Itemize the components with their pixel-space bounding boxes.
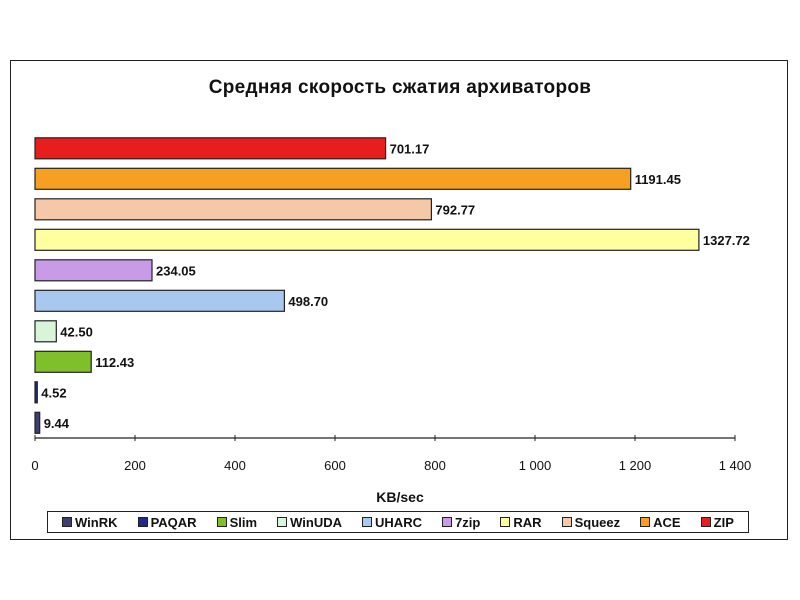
x-tick-label: 1 400 <box>719 458 752 473</box>
legend-item-slim: Slim <box>216 514 258 530</box>
legend-item-uharc: UHARC <box>362 515 422 530</box>
bar-value-label-zip: 701.17 <box>390 141 430 156</box>
legend-item-rar: RAR <box>500 514 542 530</box>
bar-value-label-slim: 112.43 <box>95 355 134 370</box>
bar-value-label-uharc: 498.70 <box>288 294 328 309</box>
legend-swatch <box>216 517 227 527</box>
bar-value-label-rar: 1327.72 <box>703 233 750 248</box>
x-tick-label: 400 <box>224 458 246 473</box>
legend-item-winuda: WinUDA <box>277 515 342 530</box>
legend-item-squeez: Squeez <box>561 514 621 530</box>
x-tick-label: 200 <box>124 458 146 473</box>
bar-7zip <box>34 259 153 282</box>
legend-swatch <box>640 517 651 527</box>
legend-label: PAQAR <box>150 514 197 530</box>
legend-item-zip: ZIP <box>700 514 734 530</box>
bar-value-label-7zip: 234.05 <box>156 263 196 278</box>
legend-label: WinRK <box>75 514 118 530</box>
bar-value-label-ace: 1191.45 <box>635 172 681 187</box>
bar-value-label-winuda: 42.50 <box>60 324 93 339</box>
x-tick-label: 1 200 <box>619 458 652 473</box>
x-tick-label: 600 <box>324 458 346 473</box>
bar-value-label-paqar: 4.52 <box>41 385 66 400</box>
bar-winuda <box>34 320 57 343</box>
legend-item-paqar: PAQAR <box>137 514 197 530</box>
plot-area: 9.44 4.52 112.43 42.50 498.70 234.05 1327.72 79… <box>31 137 752 473</box>
legend-swatch <box>62 517 73 527</box>
bar-zip <box>34 137 387 160</box>
legend-item-winrk: WinRK <box>62 515 118 530</box>
legend-label: ACE <box>653 514 681 530</box>
legend-label: WinUDA <box>290 514 342 530</box>
legend-label: Slim <box>229 514 258 530</box>
bar-ace <box>34 167 632 190</box>
bar-winrk <box>34 411 41 434</box>
legend-label: RAR <box>513 514 542 530</box>
bar-uharc <box>34 289 285 312</box>
legend-swatch <box>500 517 511 527</box>
bar-slim <box>34 350 92 373</box>
bar-value-label-squeez: 792.77 <box>435 202 475 217</box>
bar-squeez <box>34 198 432 221</box>
legend-swatch <box>700 517 711 527</box>
legend-item-7zip: 7zip <box>442 515 480 530</box>
legend: WinRK PAQAR Slim WinUDA UHARC 7zip RAR Squeez AC… <box>47 511 749 533</box>
legend-label: ZIP <box>713 514 734 530</box>
legend-label: Squeez <box>574 514 621 530</box>
legend-swatch <box>362 517 373 527</box>
legend-swatch <box>137 517 148 527</box>
legend-swatch <box>277 517 288 527</box>
x-tick-label: 800 <box>424 458 446 473</box>
chart-title: Средняя скорость сжатия архиваторов <box>208 77 592 98</box>
bar-rar <box>34 228 700 251</box>
bar-paqar <box>34 381 38 404</box>
legend-swatch <box>561 517 572 527</box>
legend-item-ace: ACE <box>640 514 681 530</box>
x-tick-label: 1 000 <box>519 458 552 473</box>
chart-frame: Средняя скорость сжатия архиваторов 9.44… <box>10 60 788 540</box>
legend-swatch <box>442 517 453 527</box>
legend-label: 7zip <box>455 514 481 530</box>
bar-value-label-winrk: 9.44 <box>44 416 70 431</box>
x-tick-label: 0 <box>31 458 38 473</box>
legend-label: UHARC <box>375 514 422 530</box>
x-axis-title: KB/sec <box>376 489 424 505</box>
